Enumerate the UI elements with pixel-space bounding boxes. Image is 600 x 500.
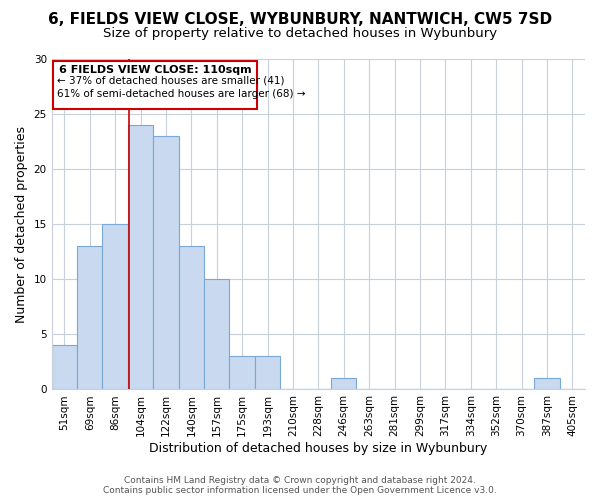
Text: Contains HM Land Registry data © Crown copyright and database right 2024.
Contai: Contains HM Land Registry data © Crown c… — [103, 476, 497, 495]
X-axis label: Distribution of detached houses by size in Wybunbury: Distribution of detached houses by size … — [149, 442, 487, 455]
Bar — [128, 125, 153, 390]
Bar — [52, 346, 77, 390]
Y-axis label: Number of detached properties: Number of detached properties — [15, 126, 28, 322]
Text: 6 FIELDS VIEW CLOSE: 110sqm: 6 FIELDS VIEW CLOSE: 110sqm — [59, 64, 251, 74]
Bar — [179, 246, 204, 390]
Bar — [534, 378, 560, 390]
Text: ← 37% of detached houses are smaller (41): ← 37% of detached houses are smaller (41… — [57, 76, 284, 86]
Text: 6, FIELDS VIEW CLOSE, WYBUNBURY, NANTWICH, CW5 7SD: 6, FIELDS VIEW CLOSE, WYBUNBURY, NANTWIC… — [48, 12, 552, 28]
Bar — [331, 378, 356, 390]
Text: 61% of semi-detached houses are larger (68) →: 61% of semi-detached houses are larger (… — [57, 88, 305, 99]
Bar — [153, 136, 179, 390]
Bar — [255, 356, 280, 390]
Bar — [103, 224, 128, 390]
Bar — [204, 280, 229, 390]
Bar — [229, 356, 255, 390]
FancyBboxPatch shape — [53, 60, 257, 108]
Text: Size of property relative to detached houses in Wybunbury: Size of property relative to detached ho… — [103, 28, 497, 40]
Bar — [77, 246, 103, 390]
